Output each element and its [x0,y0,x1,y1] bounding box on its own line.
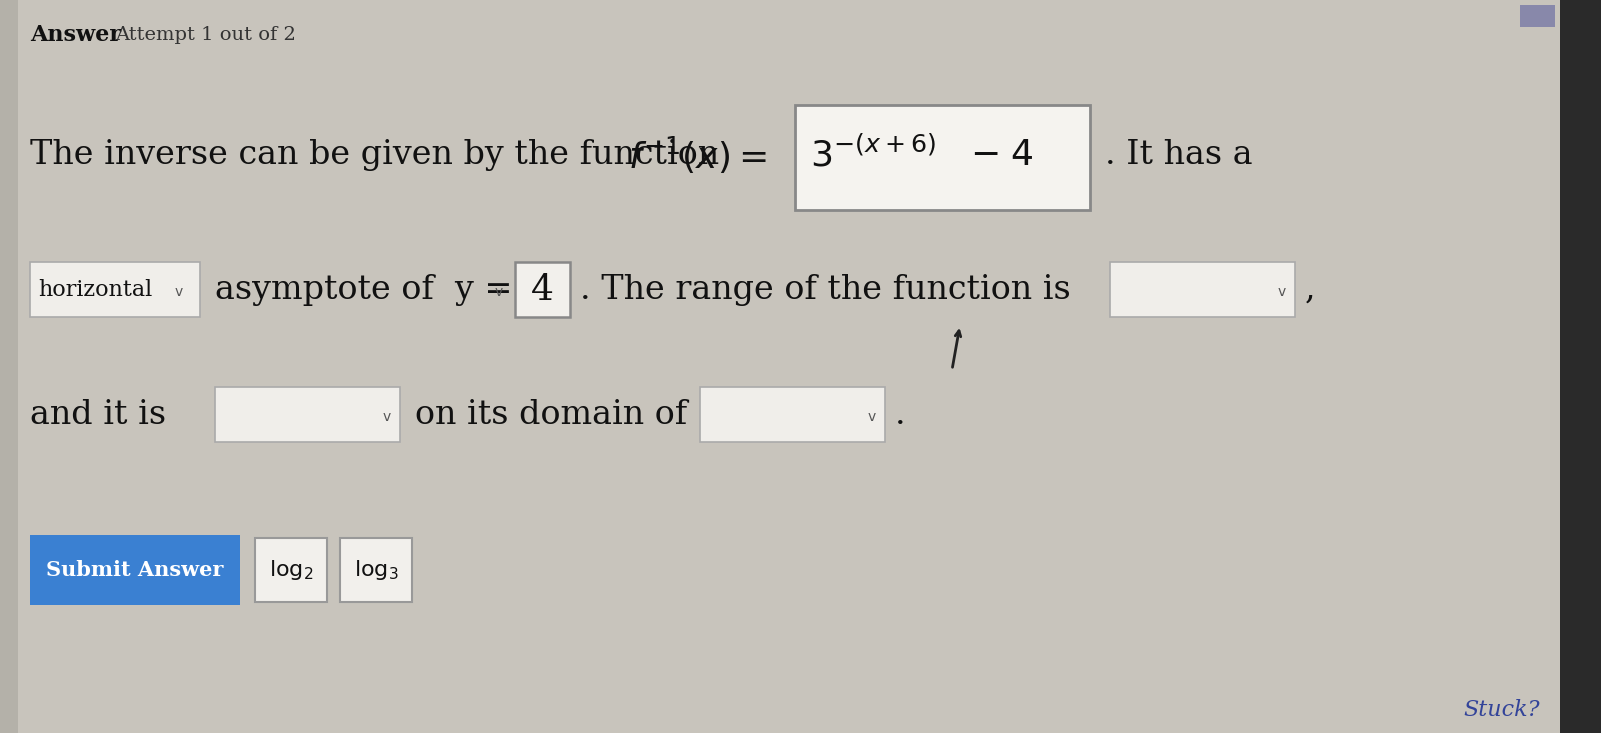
Text: v: v [383,410,391,424]
Text: v: v [1278,285,1286,299]
Bar [255,538,327,602]
Text: The inverse can be given by the function: The inverse can be given by the function [30,139,730,171]
Text: v: v [175,285,183,299]
Text: $\log_2$: $\log_2$ [269,558,314,582]
Bar [796,105,1090,210]
Text: 4: 4 [530,273,554,307]
Text: Stuck?: Stuck? [1463,699,1540,721]
Bar [516,262,570,317]
FancyBboxPatch shape [30,535,240,605]
Text: v: v [495,285,503,299]
Bar [339,538,411,602]
Text: on its domain of: on its domain of [415,399,687,431]
Text: $f^{-1}(x)=$: $f^{-1}(x)=$ [628,134,767,176]
Bar [1109,262,1295,317]
Text: .: . [895,399,906,431]
Text: Attempt 1 out of 2: Attempt 1 out of 2 [115,26,296,44]
Bar [1559,0,1601,733]
Text: horizontal: horizontal [38,279,152,301]
Text: ,: , [1305,274,1316,306]
Text: and it is: and it is [30,399,167,431]
Text: Answer: Answer [30,24,122,46]
Text: . It has a: . It has a [1105,139,1252,171]
Text: v: v [868,410,876,424]
Text: Submit Answer: Submit Answer [46,560,224,580]
Bar [1519,5,1555,27]
Text: $-\;4$: $-\;4$ [970,138,1033,172]
Text: $3^{-(x+6)}$: $3^{-(x+6)}$ [810,136,937,174]
Text: . The range of the function is: . The range of the function is [580,274,1071,306]
Text: $\log_3$: $\log_3$ [354,558,399,582]
Bar [215,387,400,442]
Bar [0,0,18,733]
Text: asymptote of  y =: asymptote of y = [215,274,512,306]
Bar [700,387,885,442]
Bar [30,262,200,317]
